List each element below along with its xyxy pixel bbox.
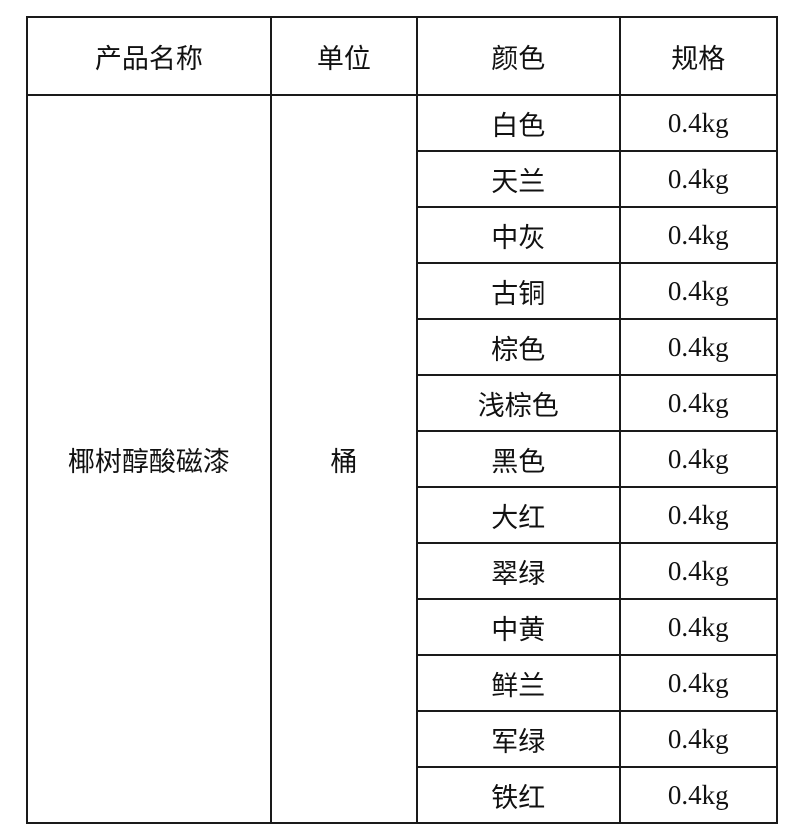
- cell-spec: 0.4kg: [620, 711, 778, 767]
- cell-spec: 0.4kg: [620, 655, 778, 711]
- cell-spec: 0.4kg: [620, 543, 778, 599]
- cell-color: 浅棕色: [417, 375, 620, 431]
- col-header-unit: 单位: [271, 17, 417, 95]
- cell-color: 古铜: [417, 263, 620, 319]
- product-spec-table: 产品名称 单位 颜色 规格 椰树醇酸磁漆 桶 白色 0.4kg 天兰 0.4kg…: [26, 16, 778, 824]
- cell-product-name: 椰树醇酸磁漆: [27, 95, 271, 823]
- cell-color: 黑色: [417, 431, 620, 487]
- cell-spec: 0.4kg: [620, 487, 778, 543]
- cell-color: 中灰: [417, 207, 620, 263]
- cell-color: 大红: [417, 487, 620, 543]
- cell-spec: 0.4kg: [620, 95, 778, 151]
- col-header-color: 颜色: [417, 17, 620, 95]
- cell-spec: 0.4kg: [620, 263, 778, 319]
- page: 产品名称 单位 颜色 规格 椰树醇酸磁漆 桶 白色 0.4kg 天兰 0.4kg…: [0, 0, 800, 800]
- cell-spec: 0.4kg: [620, 431, 778, 487]
- cell-unit: 桶: [271, 95, 417, 823]
- cell-color: 翠绿: [417, 543, 620, 599]
- cell-spec: 0.4kg: [620, 599, 778, 655]
- cell-spec: 0.4kg: [620, 207, 778, 263]
- cell-spec: 0.4kg: [620, 375, 778, 431]
- cell-color: 军绿: [417, 711, 620, 767]
- cell-color: 鲜兰: [417, 655, 620, 711]
- table-header-row: 产品名称 单位 颜色 规格: [27, 17, 777, 95]
- cell-spec: 0.4kg: [620, 151, 778, 207]
- col-header-name: 产品名称: [27, 17, 271, 95]
- table-row: 椰树醇酸磁漆 桶 白色 0.4kg: [27, 95, 777, 151]
- cell-spec: 0.4kg: [620, 767, 778, 823]
- cell-color: 白色: [417, 95, 620, 151]
- cell-color: 铁红: [417, 767, 620, 823]
- col-header-spec: 规格: [620, 17, 778, 95]
- cell-color: 棕色: [417, 319, 620, 375]
- cell-color: 天兰: [417, 151, 620, 207]
- cell-color: 中黄: [417, 599, 620, 655]
- cell-spec: 0.4kg: [620, 319, 778, 375]
